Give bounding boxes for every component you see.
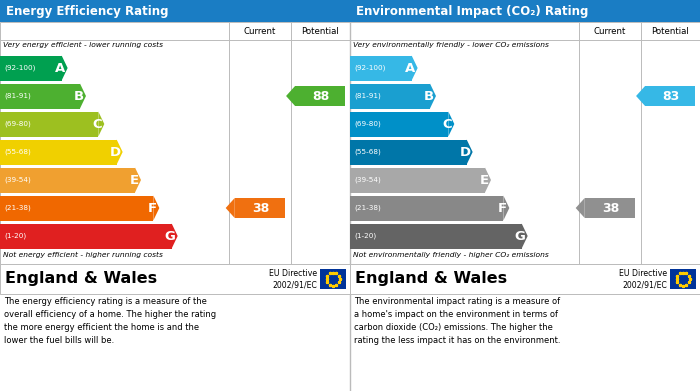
Text: (39-54): (39-54): [4, 177, 31, 183]
Text: Current: Current: [244, 27, 276, 36]
Text: B: B: [74, 90, 84, 102]
Text: Very energy efficient - lower running costs: Very energy efficient - lower running co…: [3, 42, 163, 48]
Polygon shape: [98, 111, 104, 136]
Text: C: C: [442, 118, 452, 131]
Bar: [350, 56, 412, 81]
Polygon shape: [117, 140, 122, 165]
Text: (55-68): (55-68): [4, 149, 31, 155]
Polygon shape: [448, 111, 454, 136]
Text: (92-100): (92-100): [4, 65, 36, 71]
Bar: [320, 269, 346, 289]
Text: (69-80): (69-80): [4, 121, 31, 127]
Polygon shape: [80, 84, 86, 108]
Bar: [350, 0, 700, 22]
Text: (81-91): (81-91): [4, 93, 31, 99]
Bar: [0, 56, 62, 81]
Text: B: B: [424, 90, 434, 102]
Text: (1-20): (1-20): [4, 233, 26, 239]
Polygon shape: [225, 198, 234, 218]
Polygon shape: [172, 224, 178, 249]
Text: EU Directive
2002/91/EC: EU Directive 2002/91/EC: [269, 269, 317, 289]
Text: The energy efficiency rating is a measure of the
overall efficiency of a home. T: The energy efficiency rating is a measur…: [4, 297, 216, 344]
Bar: [350, 111, 448, 136]
Text: England & Wales: England & Wales: [355, 271, 507, 287]
Bar: [350, 167, 485, 192]
Polygon shape: [135, 167, 141, 192]
Bar: [0, 111, 98, 136]
Bar: [0, 22, 350, 264]
Text: Potential: Potential: [652, 27, 689, 36]
Bar: [295, 86, 345, 106]
Text: (39-54): (39-54): [354, 177, 381, 183]
Bar: [584, 198, 635, 218]
Text: Not energy efficient - higher running costs: Not energy efficient - higher running co…: [3, 252, 163, 258]
Bar: [0, 140, 117, 165]
Bar: [350, 22, 700, 264]
Text: 38: 38: [602, 201, 620, 215]
Text: 38: 38: [252, 201, 270, 215]
Text: Not environmentally friendly - higher CO₂ emissions: Not environmentally friendly - higher CO…: [353, 252, 549, 258]
Text: E: E: [130, 174, 139, 187]
Bar: [350, 264, 700, 294]
Text: (81-91): (81-91): [354, 93, 381, 99]
Bar: [645, 86, 695, 106]
Text: (21-38): (21-38): [354, 205, 381, 211]
Text: 83: 83: [662, 90, 680, 102]
Bar: [234, 198, 285, 218]
Polygon shape: [62, 56, 68, 81]
Bar: [0, 224, 172, 249]
Bar: [350, 196, 503, 221]
Text: EU Directive
2002/91/EC: EU Directive 2002/91/EC: [619, 269, 667, 289]
Text: (55-68): (55-68): [354, 149, 381, 155]
Bar: [350, 84, 430, 108]
Bar: [0, 84, 80, 108]
Polygon shape: [485, 167, 491, 192]
Text: Current: Current: [594, 27, 626, 36]
Text: G: G: [514, 230, 526, 242]
Polygon shape: [153, 196, 160, 221]
Text: G: G: [164, 230, 176, 242]
Text: Very environmentally friendly - lower CO₂ emissions: Very environmentally friendly - lower CO…: [353, 42, 549, 48]
Text: Potential: Potential: [302, 27, 339, 36]
Text: Energy Efficiency Rating: Energy Efficiency Rating: [6, 5, 169, 18]
Text: F: F: [148, 201, 158, 215]
Bar: [670, 269, 696, 289]
Polygon shape: [430, 84, 436, 108]
Bar: [0, 0, 350, 22]
Bar: [350, 224, 522, 249]
Text: (21-38): (21-38): [4, 205, 31, 211]
Text: D: D: [109, 145, 120, 158]
Text: Environmental Impact (CO₂) Rating: Environmental Impact (CO₂) Rating: [356, 5, 589, 18]
Bar: [0, 264, 350, 294]
Polygon shape: [503, 196, 510, 221]
Text: (69-80): (69-80): [354, 121, 381, 127]
Polygon shape: [575, 198, 584, 218]
Bar: [350, 140, 467, 165]
Bar: [0, 167, 135, 192]
Text: E: E: [480, 174, 489, 187]
Text: (92-100): (92-100): [354, 65, 386, 71]
Text: A: A: [405, 61, 416, 75]
Text: A: A: [55, 61, 66, 75]
Text: C: C: [92, 118, 102, 131]
Text: England & Wales: England & Wales: [5, 271, 157, 287]
Text: 88: 88: [312, 90, 330, 102]
Polygon shape: [286, 86, 295, 106]
Polygon shape: [636, 86, 645, 106]
Polygon shape: [412, 56, 418, 81]
Polygon shape: [467, 140, 473, 165]
Text: (1-20): (1-20): [354, 233, 376, 239]
Text: D: D: [459, 145, 470, 158]
Text: F: F: [498, 201, 508, 215]
Text: The environmental impact rating is a measure of
a home's impact on the environme: The environmental impact rating is a mea…: [354, 297, 561, 344]
Polygon shape: [522, 224, 528, 249]
Bar: [0, 196, 153, 221]
